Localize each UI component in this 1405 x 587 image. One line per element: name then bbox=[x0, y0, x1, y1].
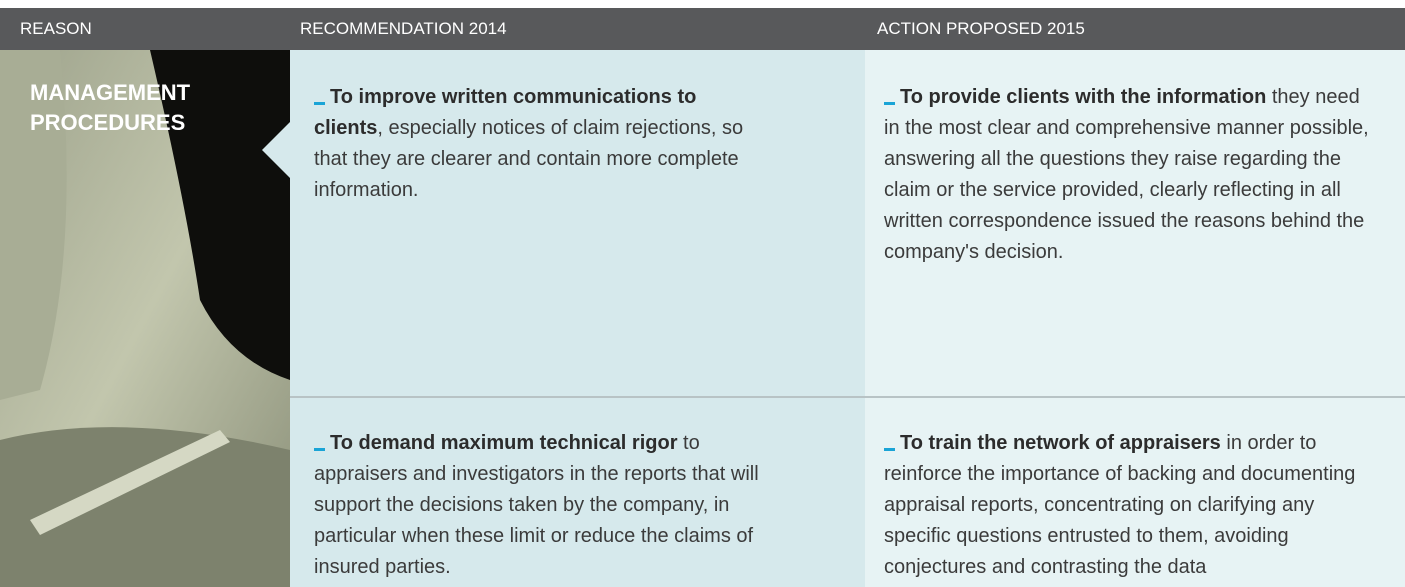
body-text: , especially notices of claim rejections… bbox=[314, 117, 744, 201]
bullet bbox=[884, 102, 895, 105]
body-text: in order to reinforce the importance of … bbox=[884, 432, 1356, 578]
action-text: To train the network of appraisers in or… bbox=[884, 428, 1374, 583]
pointer bbox=[262, 120, 292, 180]
column-header: RECOMMENDATION 2014 bbox=[300, 19, 507, 38]
reason-label: MANAGEMENT PROCEDURES bbox=[30, 80, 191, 135]
recommendation-text: To improve written communications to cli… bbox=[314, 82, 764, 206]
header-bar bbox=[0, 8, 1405, 50]
action-cell bbox=[865, 398, 1405, 587]
column-header: REASON bbox=[20, 19, 92, 38]
action-cell bbox=[865, 50, 1405, 396]
lead-text: To improve written communications to cli… bbox=[314, 86, 697, 139]
lead-text: To provide clients with the information bbox=[900, 86, 1267, 108]
recommendation-text: To demand maximum technical rigor to app… bbox=[314, 428, 764, 583]
bullet bbox=[314, 448, 325, 451]
body-text: they need in the most clear and comprehe… bbox=[884, 86, 1369, 263]
bullet bbox=[884, 448, 895, 451]
column-header: ACTION PROPOSED 2015 bbox=[877, 19, 1085, 38]
photo bbox=[0, 50, 290, 587]
recommendation-cell bbox=[290, 398, 865, 587]
lead-text: To demand maximum technical rigor bbox=[330, 432, 678, 454]
body-text: to appraisers and investigators in the r… bbox=[314, 432, 759, 578]
action-text: To provide clients with the information … bbox=[884, 82, 1374, 268]
recommendation-cell bbox=[290, 50, 865, 396]
photo-art bbox=[0, 50, 290, 587]
bullet bbox=[314, 102, 325, 105]
row-separator bbox=[290, 396, 1405, 398]
lead-text: To train the network of appraisers bbox=[900, 432, 1221, 454]
